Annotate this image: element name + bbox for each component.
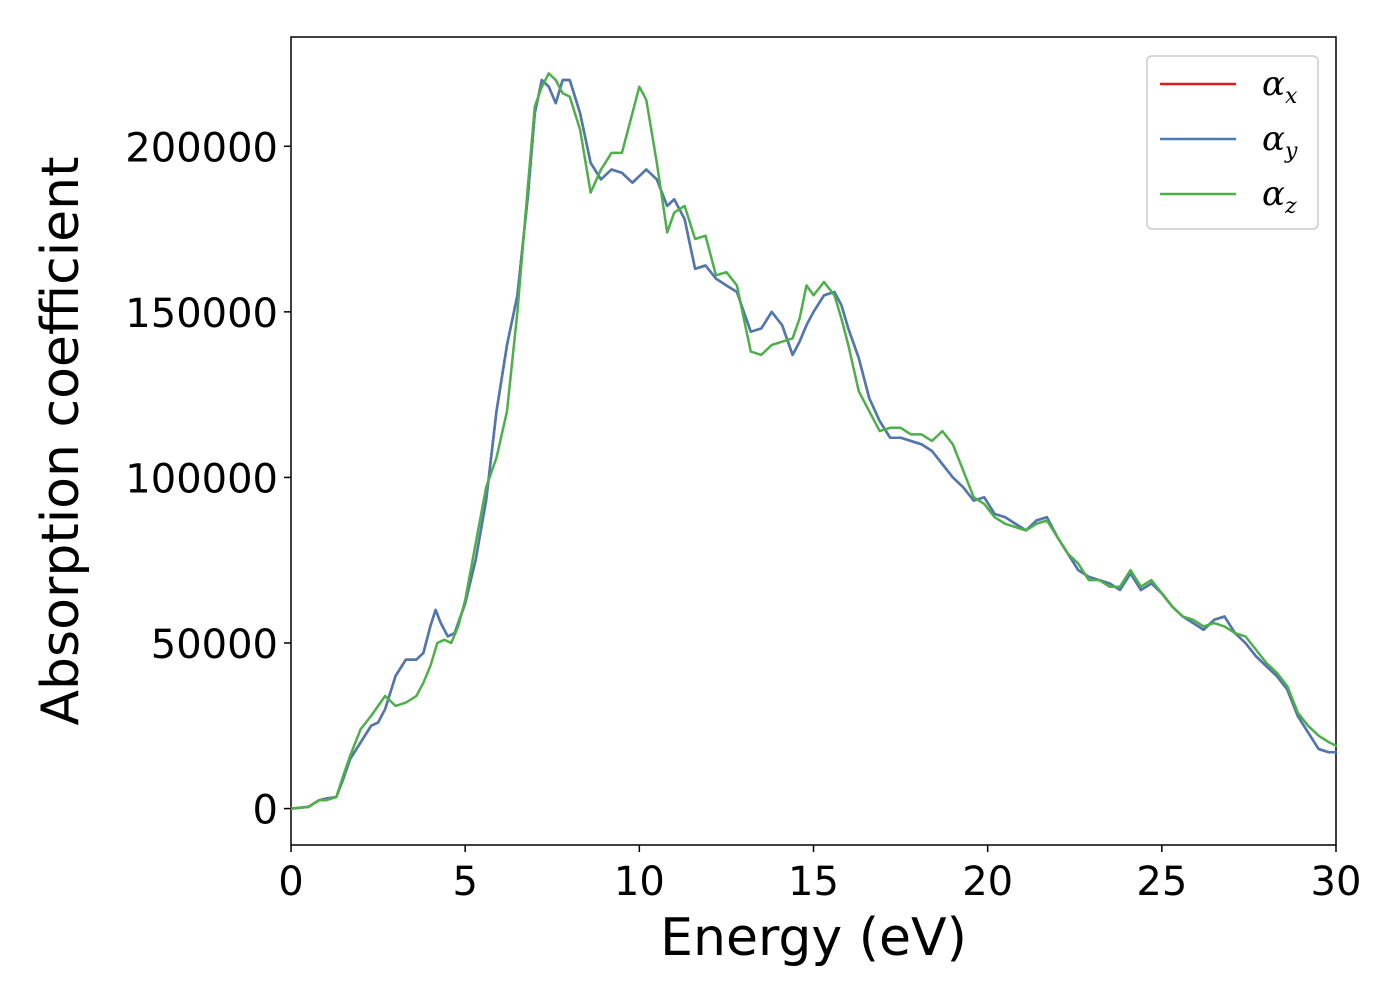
y-tick-label: 50000: [151, 622, 278, 668]
plot-area: 0 5 10 15 20 25 30 0 50000 100000 150000 200000: [125, 36, 1361, 905]
x-tick-label: 30: [1311, 859, 1362, 905]
legend: αx αy αz: [1146, 55, 1319, 230]
x-axis-ticks: 0 5 10 15 20 25 30: [278, 845, 1361, 905]
y-tick-label: 100000: [125, 456, 278, 502]
y-axis-label: Absorption coefficient: [31, 156, 91, 725]
y-tick-label: 0: [253, 788, 278, 834]
x-tick-label: 20: [962, 859, 1013, 905]
series-layer: [289, 72, 1338, 810]
x-axis-label: Energy (eV): [660, 908, 967, 968]
legend-label-y: αy: [1262, 119, 1298, 164]
x-tick-label: 15: [788, 859, 839, 905]
y-tick-label: 200000: [125, 125, 278, 171]
x-tick-label: 5: [452, 859, 477, 905]
y-tick-label: 150000: [125, 291, 278, 337]
legend-label-z: αz: [1262, 174, 1297, 219]
x-tick-label: 0: [278, 859, 303, 905]
x-tick-label: 10: [614, 859, 665, 905]
legend-box: [1146, 55, 1319, 230]
y-axis-ticks: 0 50000 100000 150000 200000: [125, 125, 291, 834]
legend-label-x: αx: [1262, 64, 1298, 109]
series-line-z: [289, 72, 1338, 810]
x-tick-label: 25: [1136, 859, 1187, 905]
